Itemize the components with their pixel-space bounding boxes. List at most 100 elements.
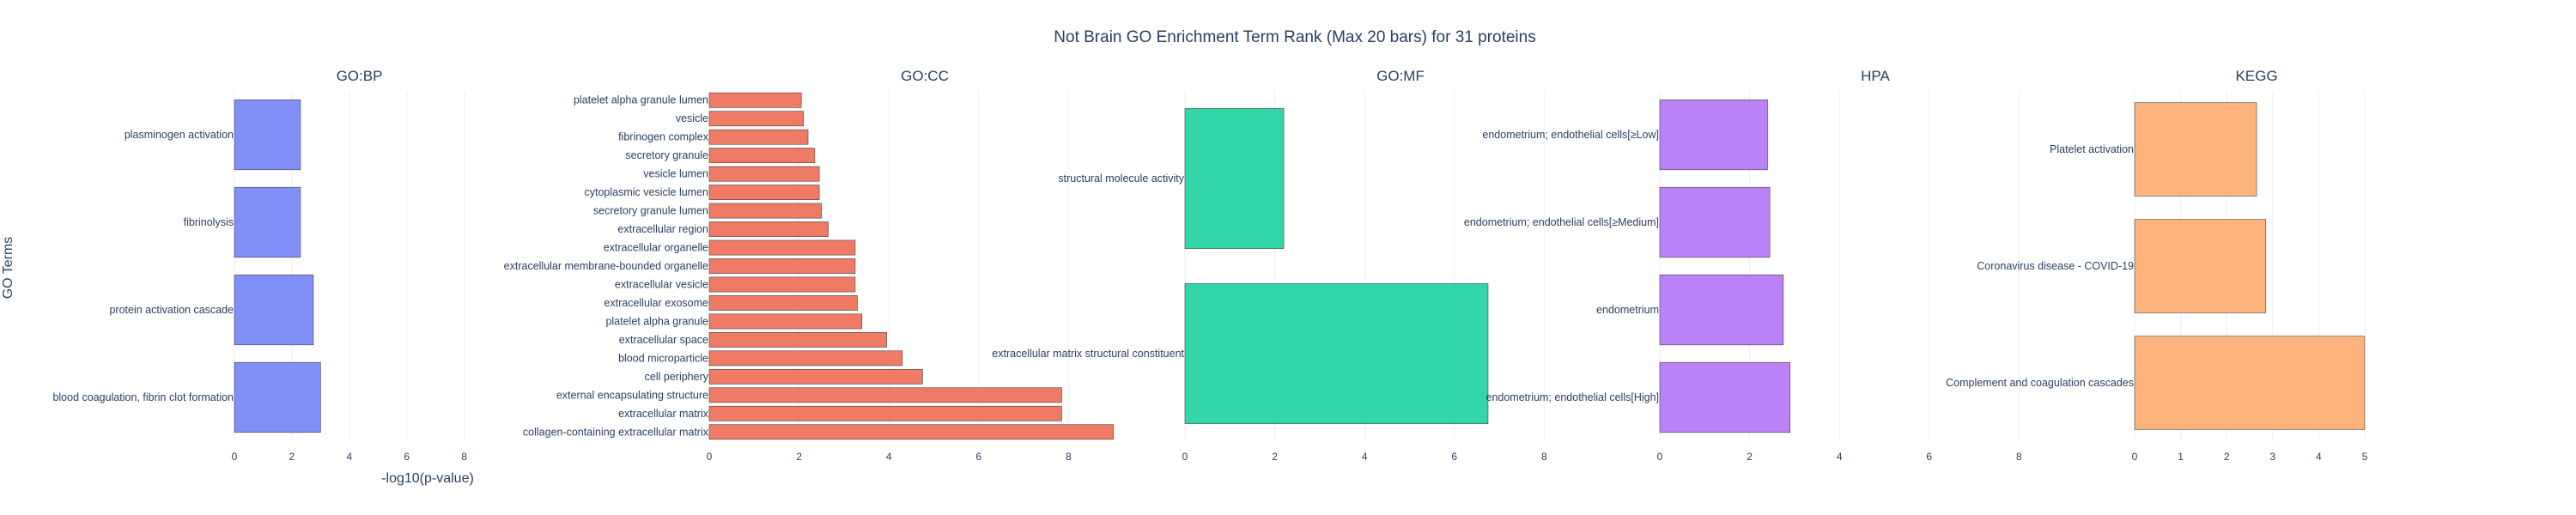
- x-tick-label: 5: [2362, 451, 2368, 463]
- panel-go-cc: 0 2 4 6 8 GO:CC collagen-containing extracellu…: [504, 68, 1114, 463]
- bar: [708, 350, 903, 367]
- x-tick-label: 4: [346, 451, 352, 463]
- category-label: protein activation cascade: [109, 304, 234, 316]
- bar: [708, 111, 805, 127]
- category-label: cell periphery: [645, 371, 709, 383]
- bar: [708, 185, 820, 200]
- y-axis-title: GO Terms: [1, 237, 15, 300]
- bar: [708, 239, 856, 256]
- bar: [708, 424, 1114, 440]
- category-label: platelet alpha granule lumen: [574, 94, 708, 106]
- category-label: extracellular organelle: [604, 242, 708, 254]
- x-tick-label: 2: [1747, 451, 1753, 463]
- bar: [708, 405, 1062, 421]
- x-tick-label: 4: [1837, 451, 1843, 463]
- bar: [708, 313, 863, 330]
- panel-title: GO:CC: [901, 68, 949, 84]
- category-label: extracellular region: [617, 223, 708, 235]
- bar: [708, 295, 858, 311]
- x-tick-label: 8: [461, 451, 467, 463]
- x-tick-label: 8: [2016, 451, 2022, 463]
- x-tick-label: 2: [2224, 451, 2230, 463]
- category-label: cytoplasmic vesicle lumen: [585, 186, 709, 198]
- x-tick-label: 1: [2178, 451, 2184, 463]
- bar: [708, 258, 856, 274]
- panel-title: GO:MF: [1376, 68, 1425, 84]
- category-label: fibrinolysis: [184, 216, 234, 228]
- category-label: extracellular vesicle: [615, 278, 708, 290]
- category-label: extracellular matrix structural constitu…: [992, 348, 1184, 360]
- x-tick-label: 2: [1272, 451, 1278, 463]
- bar: [1659, 99, 1768, 171]
- x-axis-title: -log10(p-value): [381, 471, 474, 486]
- x-tick-label: 4: [1362, 451, 1368, 463]
- category-label: blood coagulation, fibrin clot formation: [52, 391, 234, 403]
- category-label: external encapsulating structure: [556, 389, 708, 401]
- category-label: endometrium; endothelial cells[≥Medium]: [1464, 216, 1659, 228]
- category-label: extracellular membrane-bounded organelle: [504, 260, 708, 272]
- x-tick-label: 6: [1926, 451, 1932, 463]
- panel-title: KEGG: [2235, 68, 2277, 84]
- x-tick-label: 6: [1451, 451, 1457, 463]
- bar: [708, 148, 816, 164]
- bar: [2134, 336, 2366, 430]
- x-tick-label: 2: [289, 451, 295, 463]
- x-tick-label: 6: [975, 451, 981, 463]
- category-label: Platelet activation: [2050, 143, 2134, 155]
- x-tick-label: 0: [707, 451, 713, 463]
- panel-title: HPA: [1861, 68, 1890, 84]
- chart-panels: 0 2 4 6 8 GO:BP blood coagulation, fibrin clot…: [52, 68, 2367, 463]
- x-tick-label: 3: [2269, 451, 2275, 463]
- x-tick-label: 4: [886, 451, 892, 463]
- bar: [234, 186, 301, 258]
- x-tick-label: 0: [1657, 451, 1663, 463]
- bar: [234, 361, 321, 433]
- category-label: secretory granule: [625, 149, 708, 161]
- panel-go-bp: 0 2 4 6 8 GO:BP blood coagulation, fibrin clot…: [52, 68, 467, 463]
- panel-kegg: 0 1 2 3 4 5 KEGG Complement and coagulation cas…: [1946, 68, 2367, 463]
- bar: [2134, 219, 2267, 313]
- panel-go-mf: 0 2 4 6 8 GO:MF extracellular matrix structura…: [992, 68, 1547, 463]
- bar: [708, 129, 809, 145]
- bar: [2134, 102, 2257, 197]
- bar: [1659, 274, 1784, 346]
- category-label: fibrinogen complex: [618, 131, 709, 143]
- bar: [708, 368, 923, 385]
- category-label: extracellular exosome: [604, 297, 708, 309]
- bar: [234, 99, 301, 171]
- category-label: blood microparticle: [618, 352, 708, 364]
- x-tick-label: 0: [1182, 451, 1188, 463]
- category-label: platelet alpha granule: [605, 315, 708, 327]
- category-label: endometrium: [1596, 304, 1659, 316]
- x-tick-label: 0: [232, 451, 238, 463]
- bar: [1184, 283, 1489, 424]
- category-label: plasminogen activation: [125, 129, 234, 141]
- category-label: Coronavirus disease - COVID-19: [1977, 260, 2134, 272]
- panel-title: GO:BP: [337, 68, 383, 84]
- category-label: endometrium; endothelial cells[High]: [1486, 391, 1660, 403]
- bar: [708, 332, 887, 348]
- x-tick-label: 4: [2316, 451, 2322, 463]
- category-label: structural molecule activity: [1058, 173, 1184, 185]
- chart-title: Not Brain GO Enrichment Term Rank (Max 2…: [1054, 28, 1535, 46]
- category-label: endometrium; endothelial cells[≥Low]: [1482, 129, 1659, 141]
- x-tick-label: 2: [796, 451, 802, 463]
- category-label: vesicle lumen: [643, 168, 708, 180]
- category-label: Complement and coagulation cascades: [1946, 377, 2134, 389]
- x-tick-label: 0: [2132, 451, 2138, 463]
- bar: [1184, 108, 1285, 249]
- panel-hpa: 0 2 4 6 8 HPA endometrium; endothelial cells[H…: [1464, 68, 2022, 463]
- category-label: vesicle: [676, 112, 708, 124]
- bar: [234, 274, 314, 346]
- bar: [708, 387, 1062, 403]
- bar: [1659, 186, 1771, 258]
- bar: [708, 166, 820, 182]
- x-tick-label: 6: [404, 451, 410, 463]
- bar: [708, 203, 823, 219]
- bar: [708, 221, 829, 237]
- category-label: collagen-containing extracellular matrix: [523, 426, 709, 438]
- bar: [708, 276, 856, 293]
- category-label: secretory granule lumen: [593, 205, 708, 217]
- category-label: extracellular matrix: [618, 408, 709, 420]
